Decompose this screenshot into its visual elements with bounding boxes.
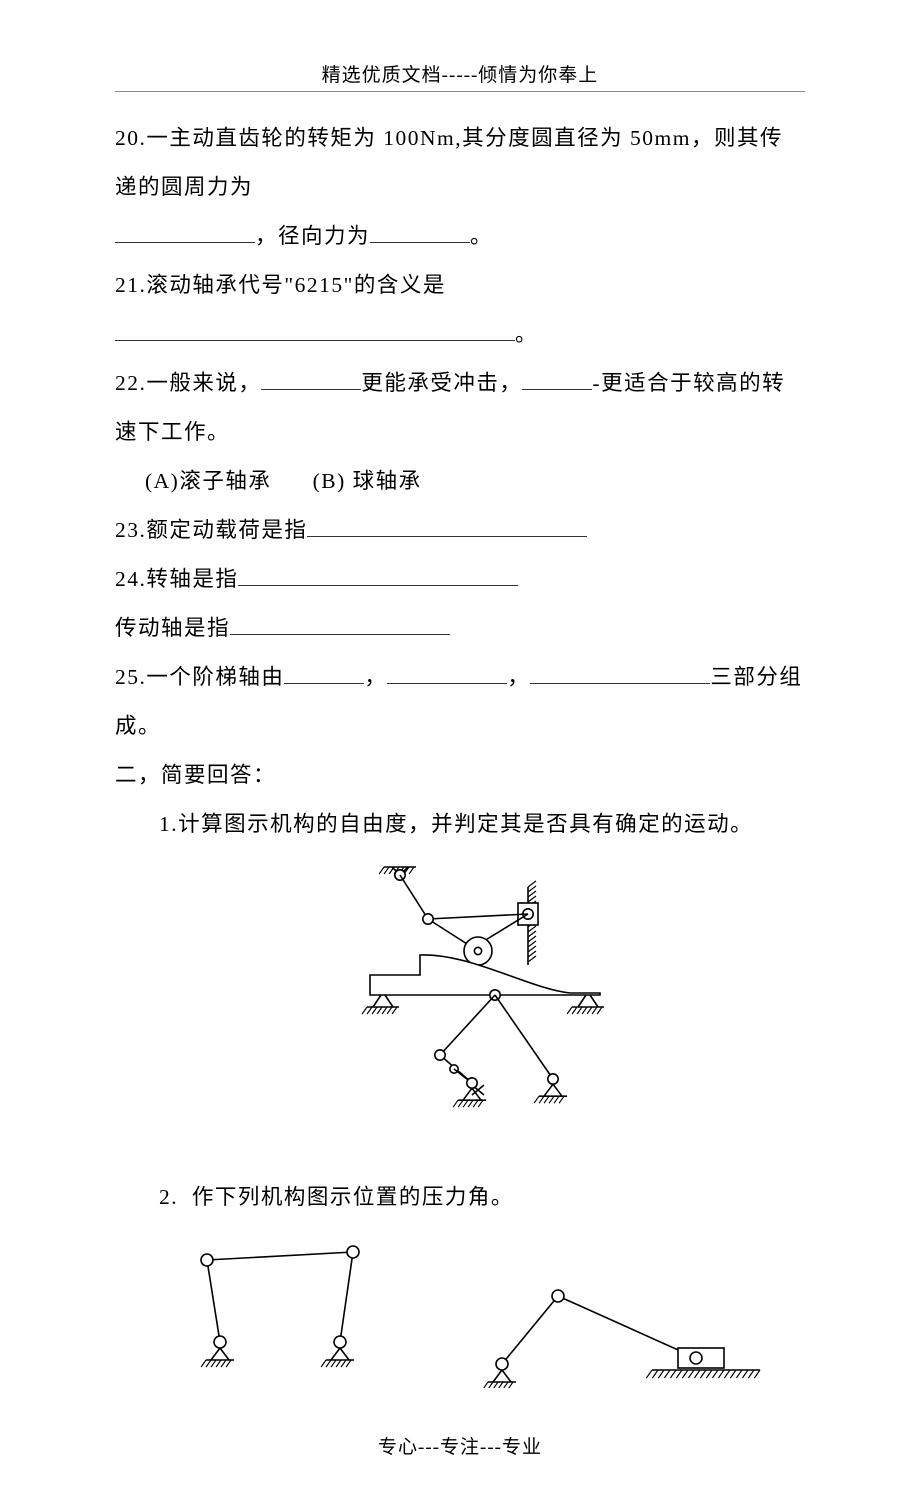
q24-blank1 [238, 585, 518, 586]
q22-p2: 更能承受冲击， [361, 371, 522, 395]
q24-line2: 传动轴是指 [115, 604, 805, 653]
page: 精选优质文档-----倾情为你奉上 20.一主动直齿轮的转矩为 100Nm,其分… [0, 0, 920, 1499]
sq2-text: 作下列机构图示位置的压力角。 [192, 1185, 514, 1209]
q21-blank [115, 340, 515, 341]
q23-blank [307, 536, 587, 537]
q22-blank2 [522, 389, 592, 390]
q22-p1: 一般来说， [146, 371, 261, 395]
q25-p1: 一个阶梯轴由 [146, 665, 284, 689]
q21-p2: 。 [515, 322, 538, 346]
sq2-num: 2. [159, 1185, 178, 1209]
figure1 [270, 857, 650, 1137]
q23-num: 23. [115, 518, 146, 542]
q22-num: 22. [115, 371, 146, 395]
q20-num: 20. [115, 126, 146, 150]
sq1: 1.计算图示机构的自由度，并判定其是否具有确定的运动。 [115, 800, 805, 849]
section2-title: 二，简要回答： [115, 751, 805, 800]
figure2a [165, 1230, 415, 1370]
q25-p3: ， [507, 665, 530, 689]
q22: 22.一般来说，更能承受冲击，-更适合于较高的转速下工作。 [115, 359, 805, 457]
q25-b3 [530, 683, 710, 684]
q20-p1: 一主动直齿轮的转矩为 100Nm,其分度圆直径为 50mm，则其传递的圆周力为 [115, 126, 783, 199]
q25-b1 [284, 683, 364, 684]
q25-num: 25. [115, 665, 146, 689]
figure1-wrap [115, 857, 805, 1155]
q25-b2 [387, 683, 507, 684]
sq1-num: 1. [159, 812, 178, 836]
q22-optB: (B) 球轴承 [313, 469, 422, 493]
q20-p3: 。 [470, 224, 493, 248]
q24-p2: 传动轴是指 [115, 616, 230, 640]
q21-num: 21. [115, 273, 146, 297]
q20-blank2 [370, 242, 470, 243]
sq2: 2. 作下列机构图示位置的压力角。 [115, 1173, 805, 1222]
sq1-text: 计算图示机构的自由度，并判定其是否具有确定的运动。 [178, 812, 753, 836]
q23: 23.额定动载荷是指 [115, 506, 805, 555]
q24: 24.转轴是指 [115, 555, 805, 604]
q24-p1: 转轴是指 [146, 567, 238, 591]
q20-p2: ，径向力为 [255, 224, 370, 248]
q24-num: 24. [115, 567, 146, 591]
q23-p1: 额定动载荷是指 [146, 518, 307, 542]
q22-blank1 [261, 389, 361, 390]
q22-optA: (A)滚子轴承 [145, 469, 271, 493]
body: 20.一主动直齿轮的转矩为 100Nm,其分度圆直径为 50mm，则其传递的圆周… [115, 114, 805, 1388]
q24-blank2 [230, 634, 450, 635]
q25: 25.一个阶梯轴由，，三部分组成。 [115, 653, 805, 751]
page-header: 精选优质文档-----倾情为你奉上 [115, 60, 805, 92]
page-footer: 专心---专注---专业 [115, 1432, 805, 1459]
q21: 21.滚动轴承代号"6215"的含义是。 [115, 261, 805, 359]
figure2b [462, 1278, 772, 1388]
q21-p1: 滚动轴承代号"6215"的含义是 [146, 273, 446, 297]
q20-blank1 [115, 242, 255, 243]
q25-p2: ， [364, 665, 387, 689]
q20-line2: ，径向力为 。 [115, 212, 805, 261]
q22-opts: (A)滚子轴承 (B) 球轴承 [115, 457, 805, 506]
figure2-wrap [115, 1230, 805, 1388]
q20: 20.一主动直齿轮的转矩为 100Nm,其分度圆直径为 50mm，则其传递的圆周… [115, 114, 805, 212]
